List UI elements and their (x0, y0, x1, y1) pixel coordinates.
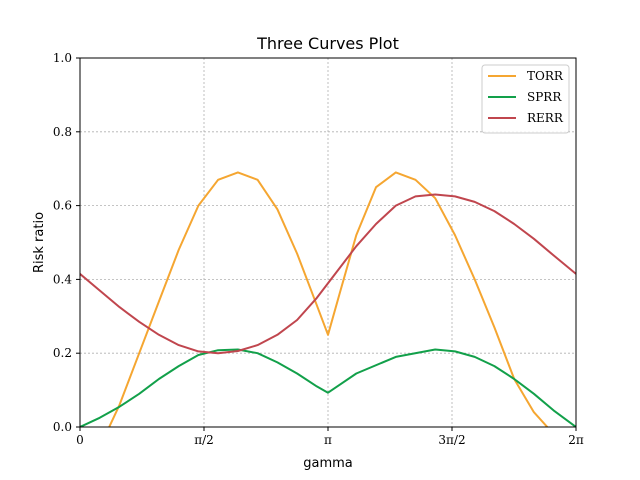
series-layer (80, 171, 576, 427)
x-tick-label: 2π (568, 433, 584, 447)
x-tick-label: π (324, 433, 332, 447)
legend-label-rerr: RERR (527, 111, 564, 125)
y-tick-label: 1.0 (53, 51, 72, 65)
x-tick-label: 3π/2 (438, 433, 465, 447)
y-tick-label: 0.2 (53, 346, 72, 360)
series-line-rerr (80, 193, 576, 355)
axis-ticks: 0 π/2 π 3π/2 2π 0.0 0.2 0.4 0.6 0.8 1.0 (53, 51, 584, 447)
y-tick-label: 0.8 (53, 125, 72, 139)
legend: TORR SPRR RERR (481, 64, 570, 134)
y-axis-label: Risk ratio (32, 212, 47, 273)
y-tick-label: 0.4 (53, 272, 72, 286)
y-tick-label: 0.0 (53, 420, 72, 434)
series-line-sprr (80, 348, 576, 427)
series-line-torr (108, 171, 549, 427)
chart-title: Three Curves Plot (256, 34, 399, 53)
x-tick-label: π/2 (194, 433, 214, 447)
x-axis-label: gamma (303, 456, 353, 471)
x-tick-label: 0 (76, 433, 84, 447)
legend-label-sprr: SPRR (527, 90, 562, 104)
legend-box (481, 64, 570, 134)
y-tick-label: 0.6 (53, 199, 72, 213)
plot-area (80, 171, 576, 427)
legend-label-torr: TORR (527, 69, 564, 83)
